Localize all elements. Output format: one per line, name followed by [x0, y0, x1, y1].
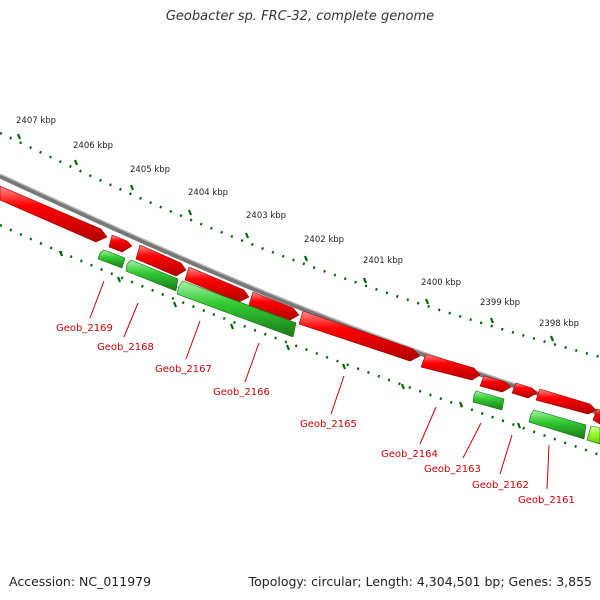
- reverse-gene-arrow: [176, 280, 297, 338]
- forward-gene-arrow: [298, 310, 421, 362]
- kbp-label: 2400 kbp: [421, 278, 461, 288]
- reverse-gene-arrow: [125, 259, 179, 292]
- gene-label: Geob_2165: [300, 419, 357, 430]
- genome-backbone: [0, 173, 600, 416]
- kbp-label: 2405 kbp: [130, 165, 170, 175]
- kbp-label: 2402 kbp: [304, 235, 344, 245]
- gene-label: Geob_2169: [56, 323, 113, 334]
- reverse-strand-genes: [97, 249, 600, 445]
- reverse-gene-arrow: [586, 425, 600, 445]
- accession-text: Accession: NC_011979: [9, 574, 152, 589]
- kbp-label: 2401 kbp: [363, 256, 403, 266]
- forward-gene-arrow: [0, 185, 108, 243]
- gene-label: Geob_2162: [472, 480, 529, 491]
- forward-gene-arrow: [184, 266, 250, 303]
- gene-label: Geob_2167: [155, 364, 212, 375]
- gene-label: Geob_2166: [213, 387, 270, 398]
- inner-major-ticks: [58, 250, 522, 429]
- forward-gene-arrow: [108, 234, 133, 253]
- map-title: Geobacter sp. FRC-32, complete genome: [165, 9, 435, 24]
- forward-gene-arrow: [535, 388, 597, 415]
- kbp-major-ticks: [16, 133, 555, 342]
- gene-label: Geob_2161: [518, 495, 575, 506]
- kbp-label: 2407 kbp: [16, 116, 56, 126]
- kbp-label: 2399 kbp: [480, 298, 520, 308]
- reverse-gene-arrow: [472, 390, 505, 411]
- gene-label: Geob_2164: [381, 449, 438, 460]
- forward-gene-arrow: [479, 375, 512, 393]
- forward-gene-arrow: [592, 408, 600, 425]
- reverse-gene-arrow: [528, 409, 587, 440]
- forward-strand-genes: [0, 185, 600, 425]
- gene-label: Geob_2163: [424, 464, 481, 475]
- label-leader-lines: [89, 280, 550, 490]
- forward-gene-arrow: [248, 291, 300, 321]
- forward-gene-arrow: [511, 382, 538, 399]
- kbp-label: 2406 kbp: [73, 141, 113, 151]
- forward-gene-arrow: [420, 353, 481, 381]
- forward-gene-arrow: [135, 244, 187, 277]
- kbp-label: 2404 kbp: [188, 188, 228, 198]
- gene-labels: Geob_2169 Geob_2168 Geob_2167 Geob_2166 …: [56, 323, 575, 506]
- kbp-labels: 2407 kbp 2406 kbp 2405 kbp 2404 kbp 2403…: [16, 116, 579, 329]
- kbp-label: 2403 kbp: [246, 211, 286, 221]
- kbp-label: 2398 kbp: [539, 319, 579, 329]
- genome-summary-text: Topology: circular; Length: 4,304,501 bp…: [248, 574, 592, 589]
- gene-label: Geob_2168: [97, 342, 154, 353]
- reverse-gene-arrow: [97, 249, 126, 269]
